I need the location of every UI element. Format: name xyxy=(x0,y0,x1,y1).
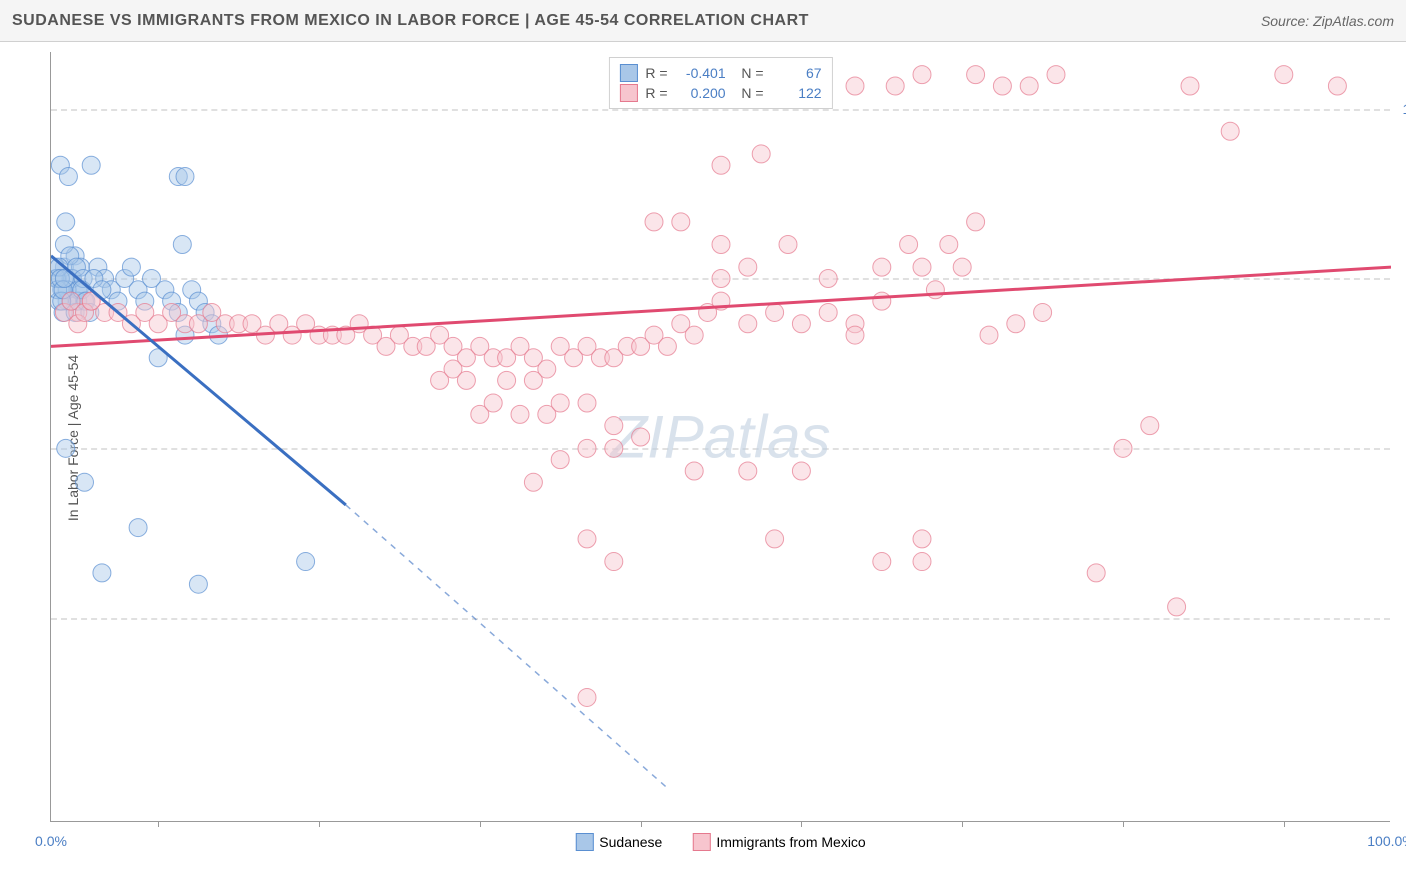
legend-bottom-swatch-sudanese xyxy=(575,833,593,851)
correlation-legend: R = -0.401 N = 67 R = 0.200 N = 122 xyxy=(608,57,832,109)
legend-r-value-mexico: 0.200 xyxy=(676,85,726,101)
y-tick-label: 70.0% xyxy=(1395,440,1406,456)
legend-r-value-sudanese: -0.401 xyxy=(676,65,726,81)
chart-container: SUDANESE VS IMMIGRANTS FROM MEXICO IN LA… xyxy=(0,0,1406,892)
source-label: Source: ZipAtlas.com xyxy=(1261,13,1394,29)
legend-item-mexico: Immigrants from Mexico xyxy=(692,833,865,851)
legend-row-mexico: R = 0.200 N = 122 xyxy=(619,84,821,102)
legend-bottom-label-sudanese: Sudanese xyxy=(599,834,662,850)
legend-n-value-mexico: 122 xyxy=(772,85,822,101)
legend-item-sudanese: Sudanese xyxy=(575,833,662,851)
legend-bottom-label-mexico: Immigrants from Mexico xyxy=(716,834,865,850)
scatter-plot-svg xyxy=(51,52,1391,822)
legend-n-value-sudanese: 67 xyxy=(772,65,822,81)
legend-r-label: R = xyxy=(645,85,667,101)
legend-n-label: N = xyxy=(734,85,764,101)
legend-bottom-swatch-mexico xyxy=(692,833,710,851)
x-tick-label: 0.0% xyxy=(35,833,67,849)
legend-swatch-mexico xyxy=(619,84,637,102)
y-tick-label: 85.0% xyxy=(1395,270,1406,286)
legend-swatch-sudanese xyxy=(619,64,637,82)
legend-row-sudanese: R = -0.401 N = 67 xyxy=(619,64,821,82)
title-bar: SUDANESE VS IMMIGRANTS FROM MEXICO IN LA… xyxy=(0,0,1406,42)
y-tick-label: 100.0% xyxy=(1395,101,1406,117)
series-legend: Sudanese Immigrants from Mexico xyxy=(575,833,865,851)
x-tick-label: 100.0% xyxy=(1367,833,1406,849)
chart-title: SUDANESE VS IMMIGRANTS FROM MEXICO IN LA… xyxy=(12,12,809,30)
y-tick-label: 55.0% xyxy=(1395,610,1406,626)
legend-n-label: N = xyxy=(734,65,764,81)
plot-area: ZIPatlas R = -0.401 N = 67 R = 0.200 N =… xyxy=(50,52,1390,822)
legend-r-label: R = xyxy=(645,65,667,81)
